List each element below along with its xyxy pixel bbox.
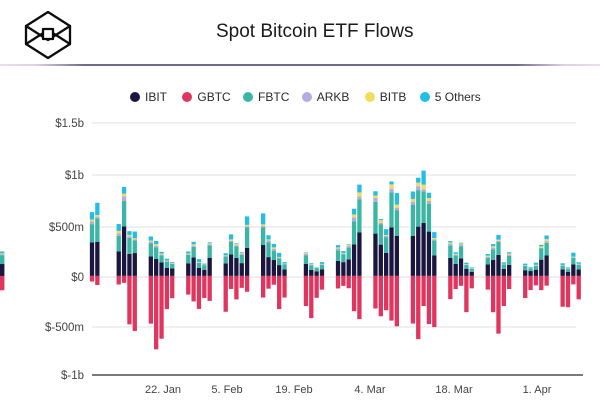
svg-text:$1.5b: $1.5b — [55, 118, 84, 130]
svg-text:5. Feb: 5. Feb — [211, 384, 242, 396]
svg-text:$500m: $500m — [49, 222, 84, 234]
svg-text:$0: $0 — [71, 272, 84, 284]
svg-text:22. Jan: 22. Jan — [145, 384, 181, 396]
svg-text:$1b: $1b — [65, 170, 84, 182]
svg-text:4. Mar: 4. Mar — [354, 384, 386, 396]
svg-text:1. Apr: 1. Apr — [523, 384, 552, 396]
svg-text:19. Feb: 19. Feb — [275, 384, 312, 396]
svg-text:$-500m: $-500m — [45, 322, 84, 334]
svg-text:18. Mar: 18. Mar — [435, 384, 473, 396]
svg-text:$-1b: $-1b — [61, 370, 84, 382]
